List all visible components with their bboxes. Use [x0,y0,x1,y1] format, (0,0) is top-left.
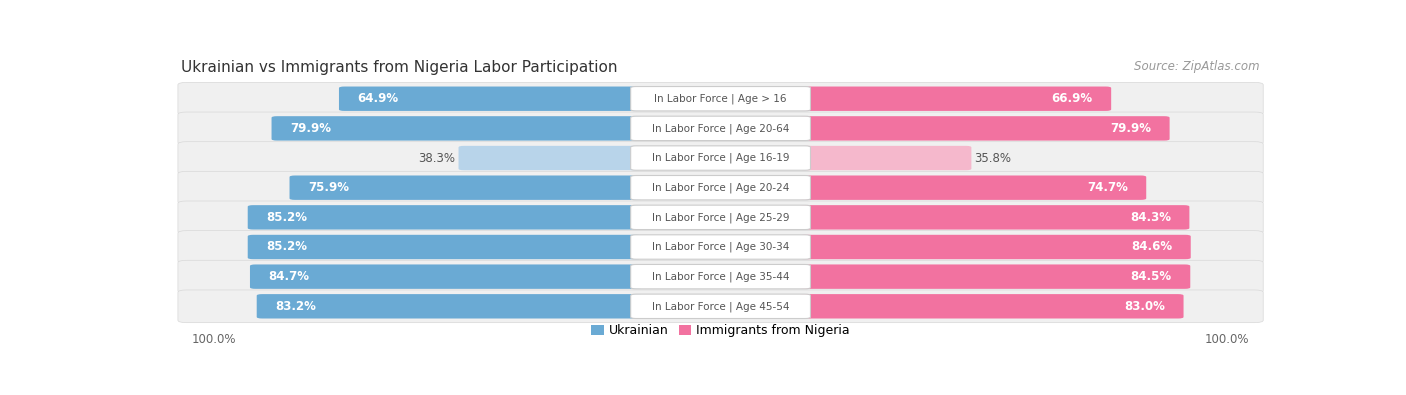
Text: 84.3%: 84.3% [1130,211,1171,224]
FancyBboxPatch shape [800,175,1146,200]
Text: 83.0%: 83.0% [1125,300,1166,313]
FancyBboxPatch shape [800,294,1184,318]
FancyBboxPatch shape [179,112,1263,145]
FancyBboxPatch shape [631,294,810,318]
FancyBboxPatch shape [631,205,810,229]
FancyBboxPatch shape [631,116,810,141]
Text: In Labor Force | Age 16-19: In Labor Force | Age 16-19 [652,153,789,163]
FancyBboxPatch shape [631,265,810,289]
Text: 35.8%: 35.8% [974,152,1012,165]
Text: 100.0%: 100.0% [193,333,236,346]
Text: 79.9%: 79.9% [290,122,330,135]
Text: 85.2%: 85.2% [266,241,308,254]
FancyBboxPatch shape [179,231,1263,263]
FancyBboxPatch shape [631,146,810,170]
FancyBboxPatch shape [271,116,641,141]
Legend: Ukrainian, Immigrants from Nigeria: Ukrainian, Immigrants from Nigeria [586,319,855,342]
FancyBboxPatch shape [247,235,641,259]
FancyBboxPatch shape [631,175,810,200]
Text: In Labor Force | Age 45-54: In Labor Force | Age 45-54 [652,301,789,312]
Text: 100.0%: 100.0% [1205,333,1249,346]
FancyBboxPatch shape [179,290,1263,323]
Text: Ukrainian vs Immigrants from Nigeria Labor Participation: Ukrainian vs Immigrants from Nigeria Lab… [181,60,617,75]
FancyBboxPatch shape [290,175,641,200]
FancyBboxPatch shape [179,260,1263,293]
Text: In Labor Force | Age 35-44: In Labor Force | Age 35-44 [652,271,789,282]
Text: Source: ZipAtlas.com: Source: ZipAtlas.com [1135,60,1260,73]
Text: In Labor Force | Age 30-34: In Labor Force | Age 30-34 [652,242,789,252]
FancyBboxPatch shape [257,294,641,318]
FancyBboxPatch shape [179,142,1263,174]
FancyBboxPatch shape [247,205,641,229]
FancyBboxPatch shape [179,83,1263,115]
Text: In Labor Force | Age 20-64: In Labor Force | Age 20-64 [652,123,789,134]
Text: In Labor Force | Age 20-24: In Labor Force | Age 20-24 [652,182,789,193]
FancyBboxPatch shape [800,265,1191,289]
FancyBboxPatch shape [631,87,810,111]
FancyBboxPatch shape [250,265,641,289]
FancyBboxPatch shape [458,146,641,170]
FancyBboxPatch shape [800,146,972,170]
Text: 83.2%: 83.2% [276,300,316,313]
Text: In Labor Force | Age 25-29: In Labor Force | Age 25-29 [652,212,789,223]
FancyBboxPatch shape [800,205,1189,229]
Text: 75.9%: 75.9% [308,181,349,194]
FancyBboxPatch shape [800,235,1191,259]
Text: 84.6%: 84.6% [1130,241,1173,254]
Text: In Labor Force | Age > 16: In Labor Force | Age > 16 [654,94,787,104]
FancyBboxPatch shape [179,201,1263,234]
FancyBboxPatch shape [339,87,641,111]
FancyBboxPatch shape [800,87,1111,111]
FancyBboxPatch shape [179,171,1263,204]
FancyBboxPatch shape [800,116,1170,141]
Text: 74.7%: 74.7% [1087,181,1128,194]
Text: 38.3%: 38.3% [418,152,456,165]
Text: 84.5%: 84.5% [1130,270,1171,283]
Text: 79.9%: 79.9% [1111,122,1152,135]
Text: 85.2%: 85.2% [266,211,308,224]
Text: 66.9%: 66.9% [1052,92,1092,105]
Text: 84.7%: 84.7% [269,270,309,283]
FancyBboxPatch shape [631,235,810,259]
Text: 64.9%: 64.9% [357,92,399,105]
